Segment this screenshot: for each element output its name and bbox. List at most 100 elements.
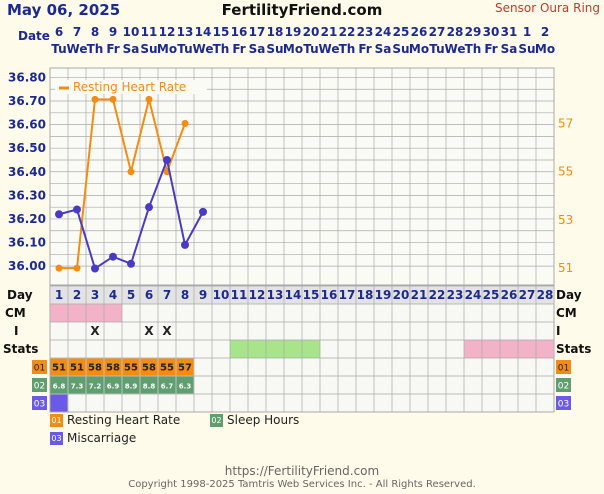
temperature-point (73, 205, 81, 214)
date-label: 29 (465, 25, 482, 39)
data-cell (140, 376, 158, 394)
date-label: 2 (541, 25, 549, 39)
data-cell (104, 376, 122, 394)
date-label: 17 (249, 25, 266, 39)
date-label: 22 (339, 25, 356, 39)
data-cell-value: 55 (160, 363, 174, 374)
rhr-point (145, 95, 153, 103)
data-cell-value: 8.8 (143, 383, 156, 391)
row-code-badge (556, 378, 571, 392)
data-cell-value: 58 (106, 363, 120, 374)
data-cell-value: 51 (70, 363, 84, 374)
weekday-label: Su (140, 42, 157, 56)
legend-label: Miscarriage (67, 431, 137, 445)
cycle-day-label: 21 (411, 288, 428, 302)
cycle-day-label: 24 (465, 288, 482, 302)
temp-tick-label: 36.30 (8, 188, 46, 202)
sensor-label: Sensor Oura Ring (495, 1, 600, 15)
data-cell (50, 376, 68, 394)
data-cell-value: 58 (142, 363, 156, 374)
rhr-tick-label: 53 (558, 213, 573, 227)
cycle-day-label: 14 (285, 288, 302, 302)
data-cell (158, 376, 176, 394)
data-cell-value: 6.3 (179, 383, 192, 391)
data-cell-value: 7.3 (71, 383, 84, 391)
cycle-day-label: 23 (447, 288, 464, 302)
site-title: FertilityFriend.com (221, 1, 383, 19)
temperature-point (145, 203, 153, 212)
row-label-left: Day (7, 288, 33, 302)
weekday-label: Fr (232, 42, 245, 56)
date-label: 10 (123, 25, 140, 39)
cycle-day-label: 1 (55, 288, 63, 302)
cycle-day-label: 26 (501, 288, 518, 302)
data-cell (50, 394, 68, 412)
rhr-point (91, 95, 99, 103)
footer-url[interactable]: https://FertilityFriend.com (224, 464, 380, 478)
weekday-label: Sa (123, 42, 140, 56)
rhr-tick-label: 57 (558, 116, 573, 130)
legend-label: Resting Heart Rate (67, 413, 181, 427)
cycle-day-label: 7 (163, 288, 171, 302)
cycle-day-label: 27 (519, 288, 536, 302)
intercourse-mark: X (162, 324, 172, 338)
data-cell (176, 358, 194, 376)
row-code-label: 02 (558, 382, 569, 392)
data-cell (176, 376, 194, 394)
rhr-tick-label: 55 (558, 165, 573, 179)
temp-tick-label: 36.80 (8, 70, 46, 84)
row-code-badge (32, 378, 47, 392)
temp-tick-label: 36.60 (8, 118, 46, 132)
date-label: 16 (231, 25, 248, 39)
data-cell (68, 358, 86, 376)
temp-tick-label: 36.20 (8, 212, 46, 226)
row-code-badge (556, 396, 571, 410)
temperature-point (91, 264, 99, 273)
temp-tick-label: 36.40 (8, 165, 46, 179)
intercourse-mark: X (90, 324, 100, 338)
data-cell-value: 58 (88, 363, 102, 374)
weekday-label: Mo (535, 42, 555, 56)
weekday-label: Su (266, 42, 283, 56)
cycle-day-label: 20 (393, 288, 410, 302)
date-label: 11 (141, 25, 158, 39)
data-cell-value: 7.2 (89, 383, 102, 391)
data-cell-value: 6.8 (53, 383, 66, 391)
date-label: 19 (285, 25, 302, 39)
weekday-label: Th (87, 42, 104, 56)
weekday-label: We (193, 42, 214, 56)
date-label: 13 (177, 25, 194, 39)
data-cell-value: 6.9 (107, 383, 120, 391)
data-cell-value: 55 (124, 363, 138, 374)
temperature-point (163, 155, 171, 164)
cycle-day-label: 12 (249, 288, 266, 302)
date-label: 24 (375, 25, 392, 39)
row-label-left: Stats (3, 342, 38, 356)
weekday-label: Sa (501, 42, 518, 56)
cycle-day-label: 22 (429, 288, 446, 302)
legend-swatch: 02 (210, 414, 223, 427)
cycle-day-label: 4 (109, 288, 117, 302)
date-label: 25 (393, 25, 410, 39)
temp-tick-label: 36.00 (8, 259, 46, 273)
row-code-badge (32, 360, 47, 374)
data-cell (104, 358, 122, 376)
weekday-label: Tu (303, 42, 318, 56)
row-code-badge (32, 396, 47, 410)
data-cell (140, 358, 158, 376)
data-cell-value: 51 (52, 363, 66, 374)
rhr-point (73, 264, 81, 272)
date-label: 28 (447, 25, 464, 39)
row-label-left: I (14, 324, 18, 338)
weekday-label: Fr (484, 42, 497, 56)
cycle-day-label: 15 (303, 288, 320, 302)
temp-tick-label: 36.50 (8, 141, 46, 155)
cycle-day-label: 11 (231, 288, 248, 302)
rhr-point (127, 168, 135, 176)
data-cell-value: 8.9 (125, 383, 138, 391)
date-row-label: Date (18, 29, 50, 43)
weekday-label: We (67, 42, 88, 56)
temperature-point (109, 252, 117, 261)
temperature-point (181, 240, 189, 249)
